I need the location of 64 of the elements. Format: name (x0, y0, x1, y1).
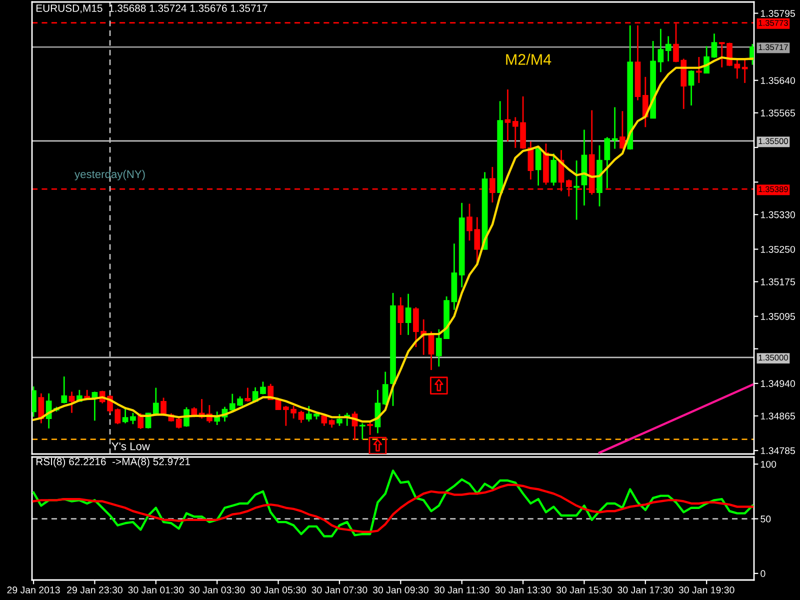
candlestick (550, 152, 557, 186)
x-tick-label: 29 Jan 2013 (7, 586, 60, 594)
x-tick-label: 29 Jan 23:30 (67, 586, 122, 594)
y-tick-label: 1.34940 (760, 380, 796, 388)
candlestick (176, 416, 182, 430)
candlestick (620, 110, 626, 150)
candlestick (130, 412, 136, 425)
y-tick-label: 50 (760, 516, 771, 522)
y-tick-label: 100 (760, 460, 776, 468)
candlestick (336, 413, 342, 427)
candlestick (298, 410, 304, 424)
candlestick (504, 88, 511, 142)
ref-line-label: 1.35000 (758, 354, 788, 361)
candlestick (696, 56, 702, 84)
y-tick-label: 1.34865 (760, 412, 795, 420)
candlestick (68, 390, 75, 414)
y-tick-label: 1.35330 (760, 211, 796, 218)
x-tick-label: 30 Jan 05:30 (250, 586, 306, 594)
y-tick-label: 1.35565 (760, 110, 795, 116)
ref-line-label: 1.35500 (758, 138, 788, 144)
y-tick-label: 1.34785 (760, 447, 795, 454)
ref-line-label: 1.35389 (758, 186, 788, 192)
candlestick (711, 32, 718, 59)
chart-title: RSI(8) 62.2216 ->MA(8) 52.9721 (36, 458, 190, 468)
x-tick-label: 30 Jan 15:30 (556, 586, 612, 594)
y-tick-label: 1.35175 (760, 278, 795, 286)
x-tick-label: 30 Jan 07:30 (312, 586, 368, 594)
x-tick-label: 30 Jan 11:30 (434, 586, 490, 594)
candlestick (688, 70, 694, 106)
x-tick-label: 30 Jan 01:30 (128, 586, 184, 594)
candlestick (604, 136, 610, 189)
line-series (598, 384, 754, 454)
candlestick (428, 330, 434, 371)
ref-line-label: yesterday(NY) (74, 170, 145, 180)
text: M2/M4 (506, 54, 552, 65)
candlestick (382, 371, 388, 406)
x-tick-label: 30 Jan 17:30 (618, 586, 674, 594)
y-tick-label: 1.35640 (760, 77, 796, 84)
candlestick (61, 376, 68, 404)
y-tick-label: 0 (760, 570, 766, 578)
x-tick-label: 30 Jan 13:30 (495, 586, 551, 594)
y-tick-label: 1.35795 (760, 10, 795, 17)
ref-line-label: 1.35773 (758, 20, 788, 26)
x-tick-label: 30 Jan 09:30 (372, 586, 428, 594)
candlestick (160, 397, 166, 417)
candlestick (535, 145, 542, 186)
candlestick (398, 296, 404, 336)
candlestick (405, 293, 412, 336)
x-tick-label: 30 Jan 19:30 (678, 586, 734, 594)
candlestick (574, 160, 580, 220)
candlestick (665, 36, 672, 62)
y-tick-label: 1.35250 (760, 246, 796, 253)
chart-title: EURUSD,M15 1.35688 1.35724 1.35676 1.35717 (36, 4, 268, 14)
candlestick (359, 422, 366, 440)
line-series (32, 470, 754, 538)
candlestick (122, 408, 128, 424)
x-tick-label: 30 Jan 03:30 (189, 586, 245, 594)
candlestick (244, 387, 251, 402)
line-series (32, 484, 754, 534)
candlestick (658, 28, 664, 73)
candlestick (367, 420, 373, 436)
y-tick-label: 1.35095 (760, 313, 795, 320)
ref-line-label: 1.35717 (758, 44, 788, 50)
annotation: Y's Low (112, 442, 150, 450)
